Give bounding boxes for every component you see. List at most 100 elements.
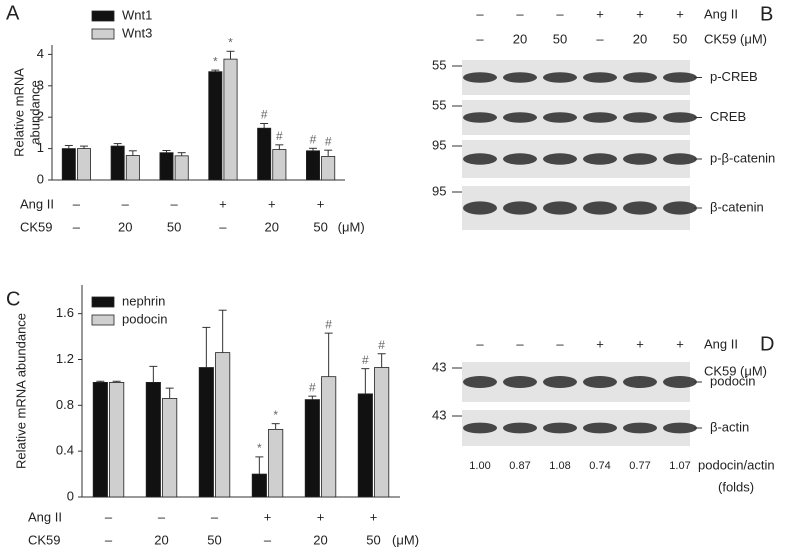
y-axis-title: abundance <box>27 80 42 144</box>
bar <box>223 58 238 181</box>
band-label: β-catenin <box>710 199 764 214</box>
blot-band <box>663 201 697 215</box>
condition-value: – <box>219 219 227 234</box>
blot-band <box>623 72 657 83</box>
band-label: CREB <box>710 109 746 124</box>
condition-value: 20 <box>633 31 647 46</box>
y-tick-label: 2 <box>37 109 44 124</box>
blot-band <box>463 422 497 434</box>
error-bar <box>260 122 269 129</box>
band-label: p-CREB <box>710 69 758 84</box>
blot-band <box>663 112 697 123</box>
error-bar <box>80 145 89 149</box>
blot-band <box>543 376 577 388</box>
blot-band <box>543 153 577 165</box>
bar <box>321 156 336 181</box>
condition-value: + <box>636 336 644 351</box>
bar <box>321 376 337 498</box>
ratio-value: 1.07 <box>669 460 690 472</box>
condition-label: CK59 <box>20 219 53 234</box>
condition-value: – <box>105 532 113 547</box>
condition-value: – <box>105 509 113 524</box>
legend-label: Wnt1 <box>122 7 152 22</box>
bar <box>215 352 231 498</box>
blot-band <box>583 201 617 215</box>
significance-marker: # <box>261 108 268 122</box>
significance-marker: # <box>309 380 316 394</box>
legend-label: podocin <box>122 311 168 326</box>
condition-label: Ang II <box>704 6 738 21</box>
blot-band <box>503 112 537 123</box>
error-bar <box>255 456 264 475</box>
error-bar <box>361 368 370 394</box>
bar <box>77 148 92 181</box>
condition-value: + <box>317 196 325 211</box>
blot-band <box>463 201 497 215</box>
error-bar <box>64 144 73 149</box>
condition-value: – <box>596 31 604 46</box>
band-label: podocin <box>710 373 756 388</box>
y-axis-title: Relative mRNA abundance <box>13 313 28 469</box>
bar <box>272 149 287 181</box>
blot-band <box>623 376 657 388</box>
bar <box>357 393 373 498</box>
blot-band <box>583 153 617 165</box>
panel-letter: C <box>6 288 20 310</box>
condition-value: – <box>556 336 564 351</box>
legend-swatch <box>91 10 115 22</box>
condition-value: + <box>268 196 276 211</box>
unit-label: (μM) <box>740 31 767 46</box>
error-bar <box>96 380 105 383</box>
error-bar <box>128 150 137 156</box>
condition-label: Ang II <box>20 196 54 211</box>
bar <box>251 473 267 498</box>
condition-value: + <box>370 509 378 524</box>
y-tick-label: 1 <box>37 140 44 155</box>
error-bar <box>324 332 333 377</box>
condition-label: CK59 <box>704 31 737 46</box>
unit-label: (μM) <box>740 363 767 378</box>
blot-band <box>663 422 697 434</box>
error-bar <box>275 144 284 150</box>
error-bar <box>162 149 171 153</box>
legend-swatch <box>91 28 115 40</box>
blot-band <box>583 376 617 388</box>
condition-value: + <box>317 509 325 524</box>
error-bar <box>112 380 121 383</box>
blot-band <box>503 422 537 434</box>
ratio-value: 0.87 <box>509 460 530 472</box>
panel-letter: A <box>6 2 20 24</box>
bar <box>125 155 140 181</box>
error-bar <box>308 147 317 151</box>
molecular-weight: 43 <box>432 407 446 422</box>
blot-band <box>663 72 697 83</box>
significance-marker: * <box>273 408 278 422</box>
blot-band <box>463 72 497 83</box>
condition-value: – <box>556 6 564 21</box>
blot-band <box>623 422 657 434</box>
bar <box>61 148 76 181</box>
condition-value: 20 <box>154 532 168 547</box>
condition-value: – <box>158 509 166 524</box>
unit-label: (μM) <box>392 532 419 547</box>
ratio-label: podocin/actin <box>698 457 775 472</box>
condition-value: + <box>264 509 272 524</box>
blot-band <box>503 376 537 388</box>
unit-label: (μM) <box>338 219 365 234</box>
ratio-value: 1.00 <box>469 460 490 472</box>
condition-label: CK59 <box>704 363 737 378</box>
ratio-value: 0.74 <box>589 460 610 472</box>
condition-value: + <box>676 6 684 21</box>
bar <box>198 367 214 498</box>
bar <box>268 428 284 498</box>
blot-band <box>543 422 577 434</box>
blot-band <box>543 201 577 215</box>
blot-band <box>463 112 497 123</box>
panel-letter: B <box>760 3 773 25</box>
condition-value: + <box>596 6 604 21</box>
significance-marker: * <box>213 54 218 68</box>
condition-value: 50 <box>313 219 327 234</box>
condition-value: – <box>211 509 219 524</box>
molecular-weight: 55 <box>432 57 446 72</box>
blot-band <box>623 201 657 215</box>
